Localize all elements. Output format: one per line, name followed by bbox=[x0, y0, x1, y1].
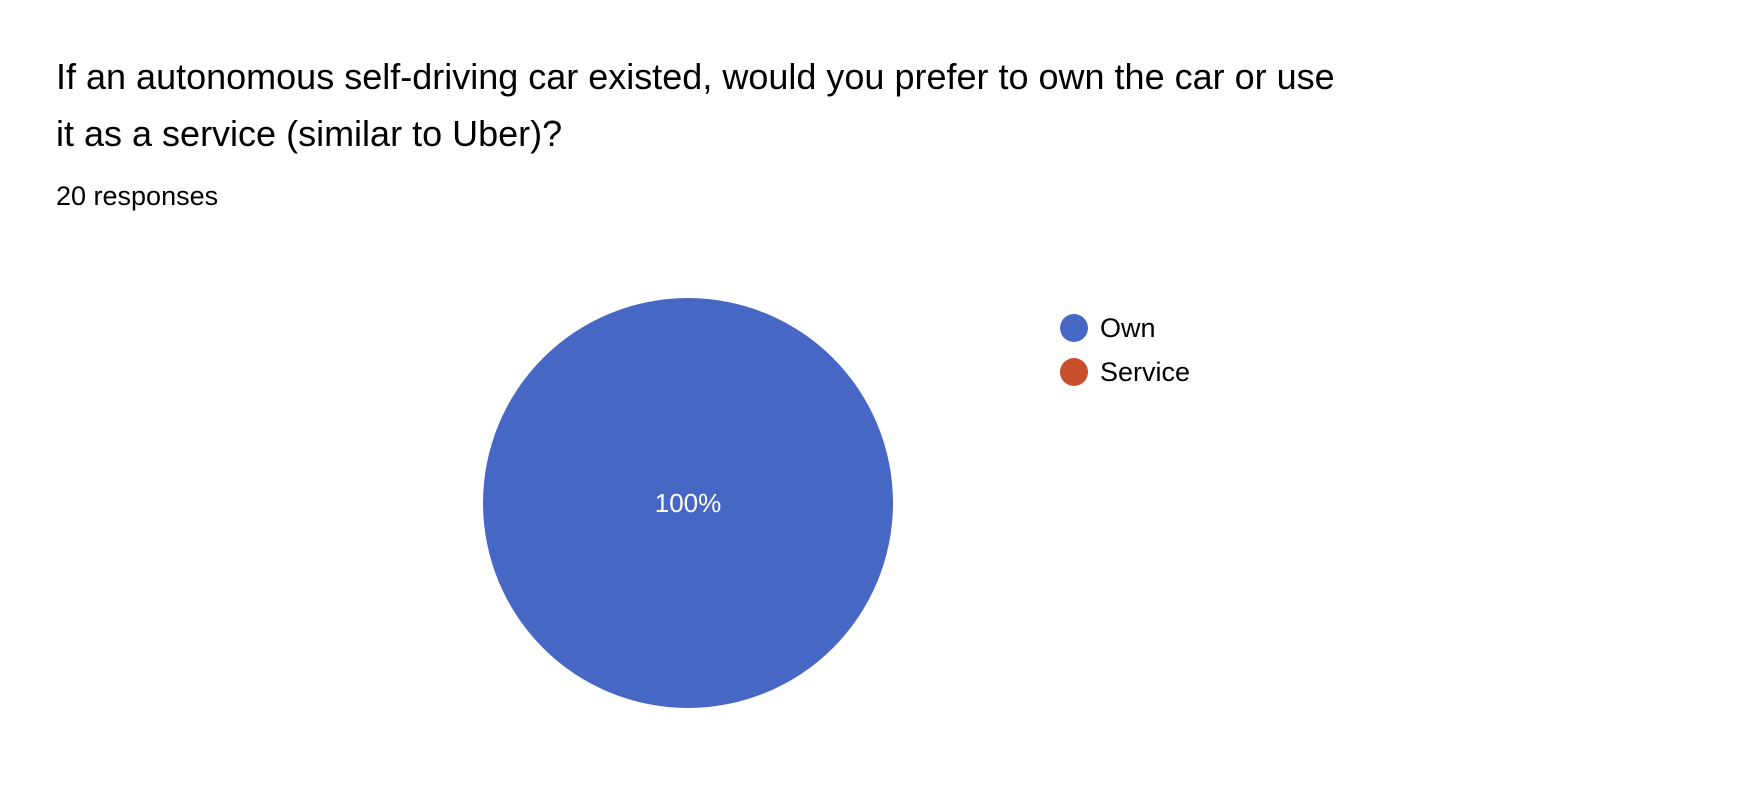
response-count: 20 responses bbox=[56, 181, 219, 211]
pie-slice-own-label: 100% bbox=[655, 488, 722, 518]
legend-swatch-service bbox=[1060, 358, 1088, 386]
legend-label-own: Own bbox=[1100, 312, 1156, 343]
chart-legend: Own Service bbox=[1060, 306, 1190, 394]
legend-swatch-own bbox=[1060, 314, 1088, 342]
question-title-line-2: it as a service (similar to Uber)? bbox=[56, 113, 563, 154]
legend-item-own[interactable]: Own bbox=[1060, 306, 1190, 350]
legend-label-service: Service bbox=[1100, 356, 1191, 387]
legend-item-service[interactable]: Service bbox=[1060, 350, 1190, 394]
question-title-line-1: If an autonomous self-driving car existe… bbox=[56, 56, 1335, 97]
pie-slice-own[interactable] bbox=[483, 298, 893, 708]
question-title: If an autonomous self-driving car existe… bbox=[56, 48, 1456, 162]
